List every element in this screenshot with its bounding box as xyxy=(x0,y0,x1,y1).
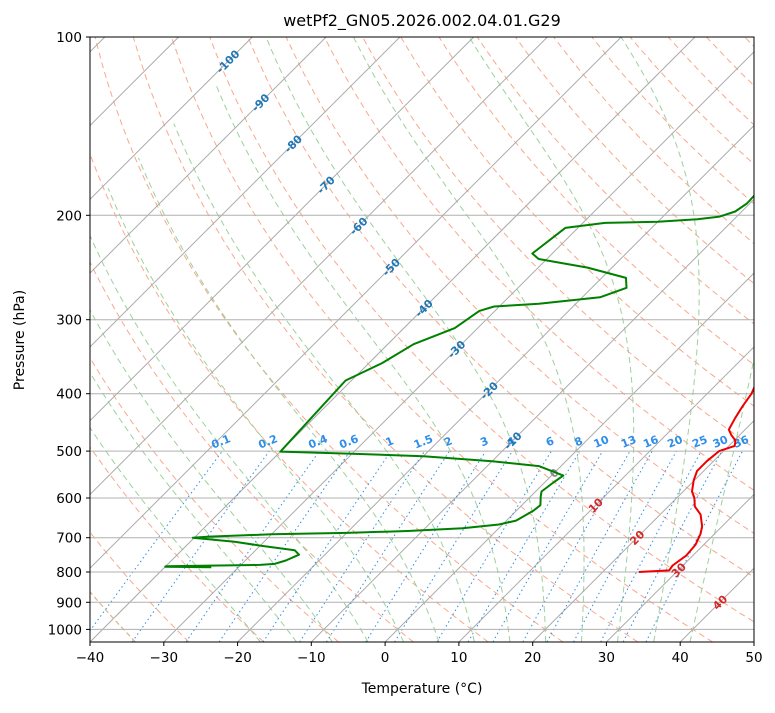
mixing-ratio-label: 20 xyxy=(666,433,685,451)
moist-adiabat-line xyxy=(139,158,440,642)
mixing-ratio-line xyxy=(601,451,702,642)
mixing-ratio-line xyxy=(574,451,677,642)
isotherm-line xyxy=(459,37,775,642)
dry-adiabat-line xyxy=(0,37,264,642)
y-tick-label: 900 xyxy=(56,595,82,611)
dry-adiabat-line xyxy=(439,37,775,642)
mixing-ratio-label: 10 xyxy=(592,433,611,451)
y-axis-label: Pressure (hPa) xyxy=(12,290,28,390)
x-tick-label: −10 xyxy=(297,650,326,666)
isotherm-line xyxy=(16,37,621,642)
isotherm-line xyxy=(0,37,400,642)
y-tick-label: 600 xyxy=(56,491,82,507)
isotherm-label: -100 xyxy=(214,47,243,76)
y-tick-label: 700 xyxy=(56,531,82,547)
mixing-ratio-label: 6 xyxy=(544,434,556,449)
y-tick-label: 200 xyxy=(56,208,82,224)
dry-adiabat-line xyxy=(668,37,775,642)
moist-adiabat-line xyxy=(174,124,475,642)
x-tick-label: −30 xyxy=(150,650,179,666)
isotherm-line xyxy=(0,37,252,642)
chart-title: wetPf2_GN05.2026.002.04.01.G29 xyxy=(283,11,561,31)
x-tick-label: −20 xyxy=(223,650,252,666)
moist-adiabat-line xyxy=(216,84,510,642)
isotherm-line xyxy=(311,37,775,642)
x-tick-label: 30 xyxy=(598,650,615,666)
mixing-ratio-label: 2 xyxy=(442,434,454,449)
isotherm-line xyxy=(680,37,775,642)
moist-adiabat-line xyxy=(81,215,368,642)
dry-adiabat-line xyxy=(745,37,775,642)
isotherm-line xyxy=(754,37,775,642)
dry-adiabat-line xyxy=(554,37,775,642)
x-tick-label: 20 xyxy=(524,650,541,666)
x-axis-label: Temperature (°C) xyxy=(361,681,483,697)
temperature-profile-line xyxy=(639,37,775,572)
dry-adiabat-line xyxy=(19,37,414,642)
y-tick-label: 800 xyxy=(56,565,82,581)
mixing-ratio-line xyxy=(263,451,391,642)
mixing-ratio-label: 3 xyxy=(478,434,490,449)
mixing-ratio-label: 16 xyxy=(641,433,660,451)
mixing-ratio-label: 1 xyxy=(384,434,396,449)
reference-lines xyxy=(0,37,775,642)
isotherm-label: 30 xyxy=(669,560,689,580)
moist-adiabat-line xyxy=(690,37,775,642)
y-tick-label: 1000 xyxy=(48,622,82,638)
pressure-gridlines xyxy=(90,37,754,629)
mixing-ratio-line xyxy=(326,451,449,642)
mixing-ratio-line xyxy=(82,451,223,642)
y-tick-label: 300 xyxy=(56,313,82,329)
mixing-ratio-label: 13 xyxy=(619,433,638,451)
moist-adiabat-line xyxy=(108,188,404,642)
mixing-ratio-line xyxy=(366,451,486,642)
isotherm-line xyxy=(0,37,326,642)
y-axis: 100 200 300 400 500 600 700 800 900 1000 xyxy=(48,30,90,638)
dry-adiabat-line xyxy=(630,37,775,642)
y-tick-label: 500 xyxy=(56,444,82,460)
x-tick-label: −40 xyxy=(76,650,105,666)
x-tick-label: 50 xyxy=(745,650,762,666)
dry-adiabat-line xyxy=(0,37,339,642)
isotherm-line xyxy=(533,37,775,642)
x-tick-label: 40 xyxy=(672,650,689,666)
mixing-ratio-label: 25 xyxy=(690,433,709,451)
mixing-ratio-label: 0.4 xyxy=(307,432,330,451)
isotherm-line xyxy=(164,37,769,642)
dry-adiabat-line xyxy=(592,37,775,642)
x-tick-label: 10 xyxy=(450,650,467,666)
isotherm-label: -80 xyxy=(282,132,305,155)
dry-adiabat-line xyxy=(0,37,189,642)
isotherm-line xyxy=(0,37,547,642)
x-axis: −40 −30 −20 −10 0 10 20 30 40 50 xyxy=(76,642,763,666)
mixing-ratio-line xyxy=(219,451,350,642)
y-tick-label: 400 xyxy=(56,387,82,403)
mixing-ratio-label: 0.1 xyxy=(210,432,233,451)
dry-adiabat-line xyxy=(516,37,775,642)
moist-adiabat-line xyxy=(469,37,634,642)
x-tick-label: 0 xyxy=(381,650,390,666)
dry-adiabat-line xyxy=(707,37,775,642)
y-tick-label: 100 xyxy=(56,30,82,46)
mixing-ratio-line xyxy=(395,451,513,642)
isotherm-line xyxy=(90,37,695,642)
mixing-ratio-line xyxy=(300,451,425,642)
dry-adiabat-line xyxy=(133,37,638,642)
dewpoint-profile-line xyxy=(165,37,775,567)
mixing-ratio-label: 8 xyxy=(573,434,585,449)
mixing-ratio-line xyxy=(523,451,630,642)
dry-adiabat-line xyxy=(172,37,713,642)
